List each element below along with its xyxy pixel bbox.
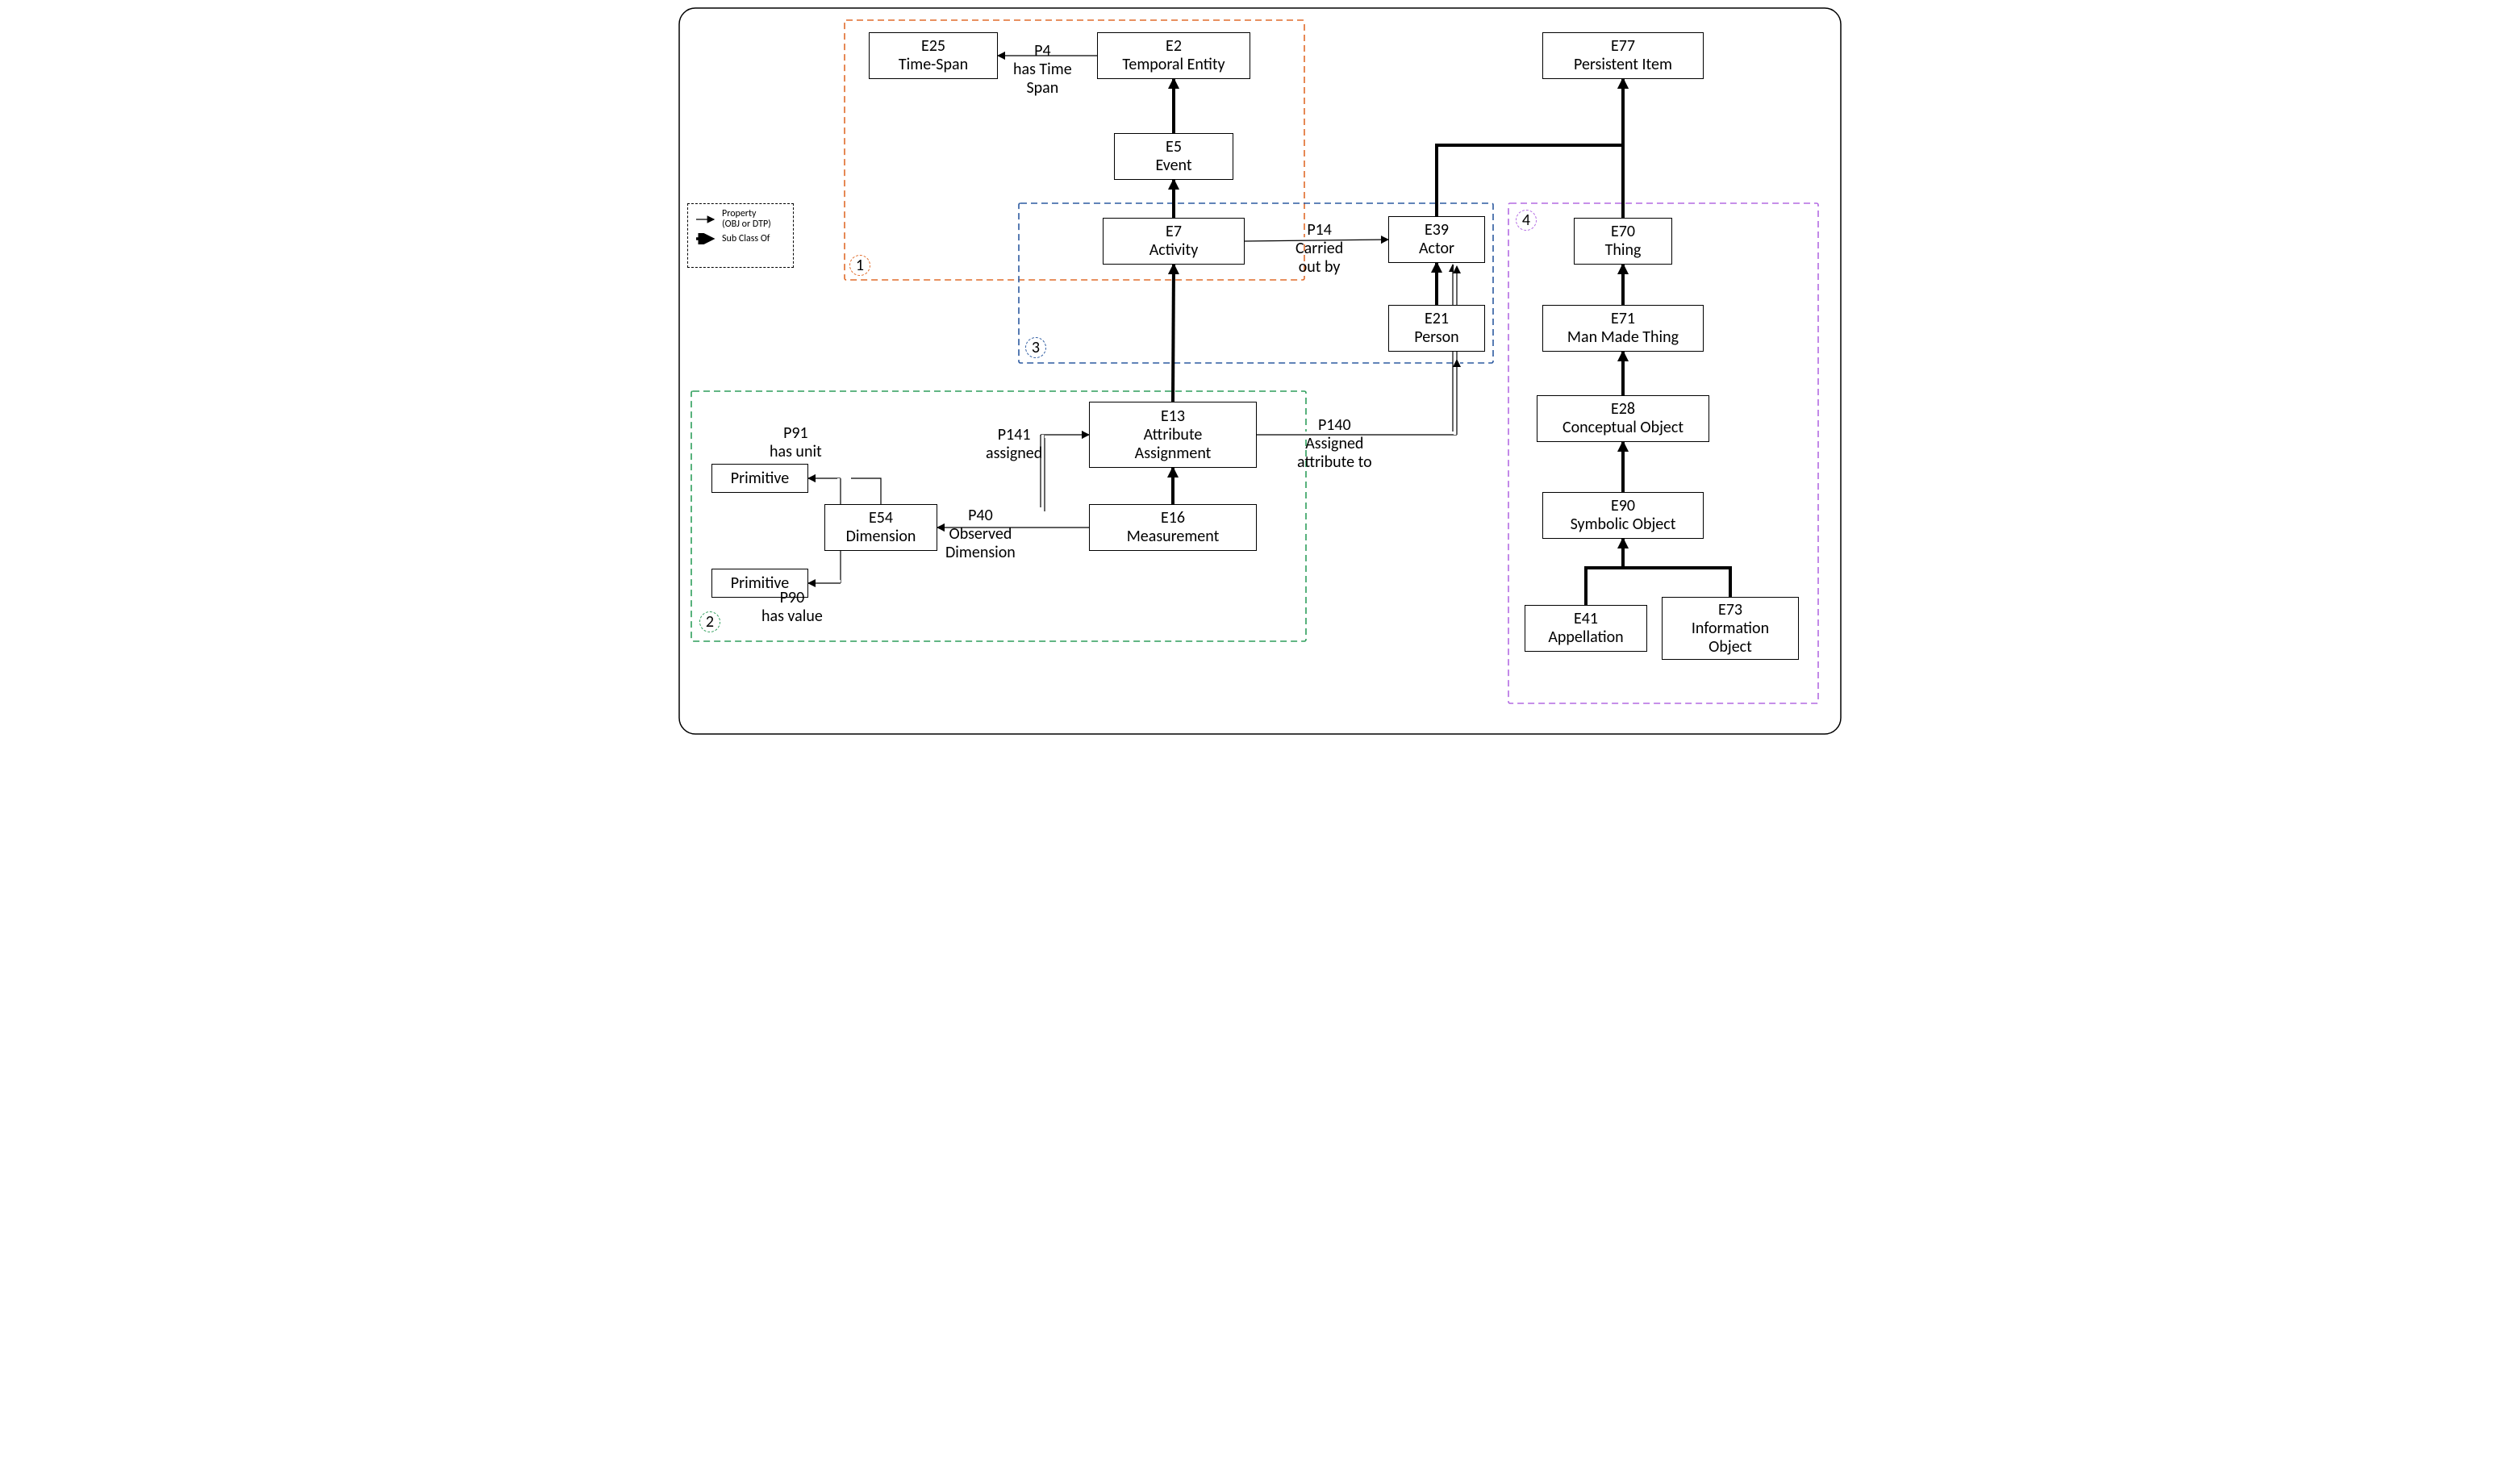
- legend-label-subclass: Sub Class Of: [722, 234, 770, 244]
- node-e13-line-2: Assignment: [1135, 444, 1212, 463]
- edge-label-p40-line-1: Observed: [945, 525, 1016, 544]
- node-e73-line-0: E73: [1718, 601, 1742, 619]
- node-e73-line-2: Object: [1709, 638, 1752, 657]
- edge-label-p141-line-1: assigned: [986, 444, 1042, 463]
- edge-label-p14-line-1: Carried: [1295, 240, 1343, 258]
- node-e7-line-0: E7: [1166, 223, 1182, 241]
- node-e70: E70Thing: [1574, 218, 1672, 265]
- edge-label-p4-line-0: P4: [1013, 42, 1072, 60]
- node-e16: E16Measurement: [1089, 504, 1257, 551]
- region-label-3: 3: [1025, 337, 1046, 358]
- edge-label-p40-line-0: P40: [945, 507, 1016, 525]
- edge-label-p4: P4has TimeSpan: [1013, 42, 1072, 98]
- node-e39-line-0: E39: [1425, 221, 1449, 240]
- node-e5-line-1: Event: [1155, 156, 1191, 175]
- node-e25: E25Time-Span: [869, 32, 998, 79]
- legend: Property(OBJ or DTP) Sub Class Of: [687, 203, 794, 268]
- diagram-canvas: Property(OBJ or DTP) Sub Class Of 1 2 3 4 E2…: [663, 0, 1857, 742]
- node-e25-line-1: Time-Span: [899, 56, 968, 74]
- node-e41-line-1: Appellation: [1548, 628, 1623, 647]
- node-e71-line-1: Man Made Thing: [1567, 328, 1679, 347]
- edge-label-p91-line-0: P91: [770, 424, 822, 443]
- edge-label-p14-line-2: out by: [1295, 258, 1343, 277]
- node-e73: E73InformationObject: [1662, 597, 1799, 660]
- edge-label-p40-line-2: Dimension: [945, 544, 1016, 562]
- node-e73-line-1: Information: [1692, 619, 1769, 638]
- legend-row-subclass: Sub Class Of: [695, 233, 786, 244]
- node-e39: E39Actor: [1388, 216, 1485, 263]
- node-e7: E7Activity: [1103, 218, 1245, 265]
- node-e90-line-1: Symbolic Object: [1571, 515, 1676, 534]
- edge-label-p140-line-0: P140: [1297, 416, 1372, 435]
- edge-label-p90: P90has value: [761, 589, 823, 626]
- node-e13-line-1: Attribute: [1144, 426, 1203, 444]
- node-e16-line-1: Measurement: [1127, 528, 1220, 546]
- node-e28-line-0: E28: [1611, 400, 1635, 419]
- node-e2-line-1: Temporal Entity: [1122, 56, 1225, 74]
- legend-row-property: Property(OBJ or DTP): [695, 209, 786, 230]
- node-e25-line-0: E25: [921, 37, 945, 56]
- node-e5-line-0: E5: [1166, 138, 1182, 156]
- edge-label-p14: P14Carriedout by: [1295, 221, 1343, 277]
- node-e71: E71Man Made Thing: [1542, 305, 1704, 352]
- edge-label-p140: P140Assignedattribute to: [1297, 416, 1372, 472]
- node-e13-line-0: E13: [1161, 407, 1185, 426]
- region-label-4: 4: [1516, 210, 1537, 231]
- node-e54-line-0: E54: [869, 509, 893, 528]
- node-e28-line-1: Conceptual Object: [1562, 419, 1683, 437]
- node-e39-line-1: Actor: [1419, 240, 1454, 258]
- node-e21: E21Person: [1388, 305, 1485, 352]
- node-e16-line-0: E16: [1161, 509, 1185, 528]
- edge-label-p141: P141assigned: [986, 426, 1042, 463]
- node-e2-line-0: E2: [1166, 37, 1182, 56]
- legend-label-property: Property(OBJ or DTP): [722, 209, 771, 230]
- edge-label-p14-line-0: P14: [1295, 221, 1343, 240]
- node-e7-line-1: Activity: [1149, 241, 1199, 260]
- region-label-2: 2: [699, 611, 720, 632]
- edge-label-p91-line-1: has unit: [770, 443, 822, 461]
- node-e77-line-1: Persistent Item: [1574, 56, 1672, 74]
- node-e70-line-0: E70: [1611, 223, 1635, 241]
- node-prim1-line-0: Primitive: [731, 469, 789, 488]
- node-e21-line-1: Person: [1414, 328, 1458, 347]
- edge-label-p90-line-0: P90: [761, 589, 823, 607]
- node-e5: E5Event: [1114, 133, 1233, 180]
- node-e41: E41Appellation: [1525, 605, 1647, 652]
- node-prim1: Primitive: [711, 464, 808, 493]
- edge-label-p140-line-2: attribute to: [1297, 453, 1372, 472]
- edge-label-p4-line-1: has Time: [1013, 60, 1072, 79]
- node-e77-line-0: E77: [1611, 37, 1635, 56]
- node-e54: E54Dimension: [824, 504, 937, 551]
- node-e54-line-1: Dimension: [846, 528, 916, 546]
- node-e71-line-0: E71: [1611, 310, 1635, 328]
- edge-label-p40: P40ObservedDimension: [945, 507, 1016, 562]
- node-e41-line-0: E41: [1574, 610, 1598, 628]
- node-e77: E77Persistent Item: [1542, 32, 1704, 79]
- node-e2: E2Temporal Entity: [1097, 32, 1250, 79]
- node-e28: E28Conceptual Object: [1537, 395, 1709, 442]
- edge-label-p91: P91has unit: [770, 424, 822, 461]
- node-e90: E90Symbolic Object: [1542, 492, 1704, 539]
- edge-label-p141-line-0: P141: [986, 426, 1042, 444]
- node-e90-line-0: E90: [1611, 497, 1635, 515]
- edge-label-p140-line-1: Assigned: [1297, 435, 1372, 453]
- node-e13: E13AttributeAssignment: [1089, 402, 1257, 468]
- node-e70-line-1: Thing: [1605, 241, 1642, 260]
- region-label-1: 1: [849, 255, 870, 276]
- node-e21-line-0: E21: [1425, 310, 1449, 328]
- edge-label-p4-line-2: Span: [1013, 79, 1072, 98]
- edge-label-p90-line-1: has value: [761, 607, 823, 626]
